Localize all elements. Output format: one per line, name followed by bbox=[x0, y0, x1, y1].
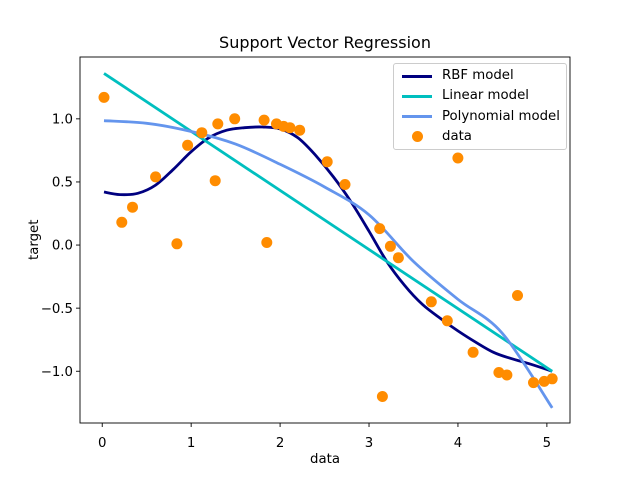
legend-label-rbf-model: RBF model bbox=[442, 68, 514, 84]
data-point bbox=[258, 114, 270, 126]
data-point bbox=[425, 296, 437, 308]
data-marker-swatch bbox=[411, 131, 423, 143]
x-tick-label: 2 bbox=[276, 436, 284, 451]
legend-item-polynomial-model: Polynomial model bbox=[402, 108, 566, 126]
x-axis-label: data bbox=[310, 452, 340, 467]
data-marker-swatch-wrap bbox=[402, 131, 432, 143]
data-point bbox=[196, 127, 208, 139]
data-point bbox=[374, 223, 386, 235]
x-tick-label: 0 bbox=[98, 436, 106, 451]
legend: RBF model Linear model Polynomial model … bbox=[393, 63, 567, 150]
data-point bbox=[339, 179, 351, 190]
data-point bbox=[116, 216, 128, 228]
legend-item-rbf-model: RBF model bbox=[402, 67, 566, 85]
data-point bbox=[512, 290, 523, 301]
data-point bbox=[127, 201, 138, 213]
rbf-model-line-swatch bbox=[402, 74, 432, 78]
data-point bbox=[501, 369, 513, 381]
chart-title: Support Vector Regression bbox=[219, 33, 431, 52]
data-point bbox=[229, 113, 241, 125]
data-point bbox=[294, 124, 306, 136]
x-tick-label: 4 bbox=[454, 436, 462, 451]
plot-frame bbox=[79, 56, 571, 424]
polynomial-model-line-swatch bbox=[402, 115, 432, 119]
linear-model-line-swatch bbox=[402, 94, 432, 98]
linear-model-line bbox=[103, 72, 553, 373]
data-point bbox=[467, 346, 479, 358]
x-tick-label: 5 bbox=[543, 436, 551, 451]
data-point bbox=[392, 252, 404, 264]
legend-item-data: data bbox=[402, 128, 566, 146]
data-point bbox=[212, 118, 224, 130]
legend-item-linear-model: Linear model bbox=[402, 87, 566, 105]
data-point bbox=[528, 377, 539, 389]
data-point bbox=[284, 122, 296, 134]
data-point bbox=[150, 171, 162, 183]
y-tick-label: −1.0 bbox=[41, 365, 73, 380]
data-point bbox=[452, 152, 464, 164]
data-point bbox=[546, 373, 558, 385]
polynomial-model-line bbox=[103, 119, 554, 409]
y-tick-label: 1.0 bbox=[52, 112, 73, 127]
data-point bbox=[209, 175, 221, 187]
data-point bbox=[171, 238, 183, 250]
data-point bbox=[182, 139, 194, 151]
x-tick-label: 3 bbox=[365, 436, 373, 451]
y-tick-label: −0.5 bbox=[41, 302, 73, 317]
legend-label-linear-model: Linear model bbox=[442, 88, 529, 104]
data-point bbox=[321, 156, 333, 168]
data-point bbox=[261, 237, 273, 248]
y-tick-label: 0.0 bbox=[52, 239, 73, 254]
x-tick-label: 1 bbox=[187, 436, 195, 451]
y-tick-label: 0.5 bbox=[52, 176, 73, 191]
y-axis-label: target bbox=[27, 219, 42, 261]
data-point bbox=[98, 91, 110, 103]
data-point bbox=[376, 391, 388, 402]
data-point bbox=[441, 315, 453, 327]
legend-label-data: data bbox=[442, 128, 472, 144]
data-point bbox=[384, 240, 396, 252]
legend-label-polynomial-model: Polynomial model bbox=[442, 108, 560, 124]
